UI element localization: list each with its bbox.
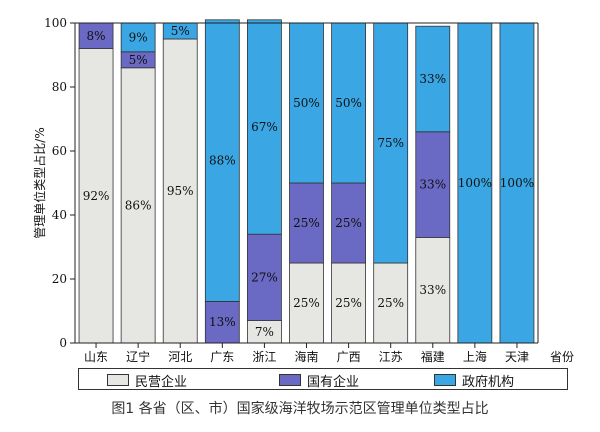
bar-segment-2-7 <box>331 182 366 264</box>
legend-item-state: 国有企业 <box>279 372 360 390</box>
stacked-bar-chart: 92% 8% 86% 5% 9% 95% 5% 13% 88% 7% 27% 67% 25% 25% 50%… <box>32 16 574 364</box>
legend-swatch-government <box>434 374 456 386</box>
bar-segment-2-1 <box>78 22 114 50</box>
y-axis-title: 管理单位类型占比/% <box>32 127 47 238</box>
x-tick-label-6: 海南 <box>294 349 318 364</box>
legend-swatch-state <box>279 374 301 386</box>
data-label-3-2: 9% <box>129 30 148 44</box>
y-tick-label-1: 0 <box>59 336 67 350</box>
bar-segment-3-5 <box>247 19 282 235</box>
bar-segment-3-7 <box>331 22 366 184</box>
data-label-3-5: 67% <box>251 120 278 134</box>
data-label-3-7: 50% <box>335 96 362 110</box>
bar-segment-3-6 <box>289 22 324 184</box>
bar-segment-3-9 <box>415 25 451 133</box>
data-label-1-7: 25% <box>335 296 362 310</box>
y-tick-label-6: 100 <box>44 16 67 30</box>
data-label-1-3: 95% <box>167 184 194 198</box>
legend-label-private: 民营企业 <box>135 374 188 390</box>
plot-area: 92% 8% 86% 5% 9% 95% 5% 13% 88% 7% 27% 67% 25% 25% 50%… <box>32 16 574 364</box>
legend-label-state: 国有企业 <box>307 374 360 390</box>
data-label-1-2: 86% <box>125 198 152 212</box>
y-tick-label-3: 40 <box>52 208 67 222</box>
data-label-1-5: 7% <box>255 325 274 339</box>
data-label-3-11: 100% <box>500 176 534 190</box>
bar-segment-3-11 <box>499 22 535 344</box>
bar-segment-3-4 <box>204 19 240 302</box>
x-tick-label-7: 广西 <box>337 350 361 364</box>
bar-segment-1-1 <box>78 48 114 344</box>
bar-segment-1-6 <box>289 262 324 344</box>
data-label-1-1: 92% <box>83 189 110 203</box>
x-axis-title: 省份 <box>550 350 574 364</box>
legend: 民营企业 国有企业 政府机构 <box>78 368 568 390</box>
data-label-2-2: 5% <box>129 53 148 67</box>
legend-label-government: 政府机构 <box>462 374 515 390</box>
data-label-3-10: 100% <box>458 176 492 190</box>
x-tick-label-9: 福建 <box>421 349 445 364</box>
data-label-1-8: 25% <box>377 296 404 310</box>
data-label-2-7: 25% <box>335 216 362 230</box>
x-tick-label-11: 天津 <box>505 350 529 364</box>
x-tick-label-2: 辽宁 <box>126 349 150 364</box>
data-label-1-6: 25% <box>293 296 320 310</box>
bar-segment-3-2 <box>120 22 156 53</box>
x-tick-label-10: 上海 <box>463 349 487 364</box>
bar-segment-1-9 <box>415 236 451 344</box>
legend-swatch-private <box>107 374 129 386</box>
x-tick-label-5: 浙江 <box>252 350 276 364</box>
y-tick-label-5: 80 <box>52 80 67 94</box>
bar-segment-3-10 <box>457 22 493 344</box>
y-tick-label-4: 60 <box>52 144 67 158</box>
y-tick-label-2: 20 <box>52 272 67 286</box>
legend-item-private: 民营企业 <box>107 372 188 390</box>
data-label-2-6: 25% <box>293 216 320 230</box>
data-label-3-8: 75% <box>377 136 404 150</box>
data-label-2-4: 13% <box>209 315 236 329</box>
data-label-1-9: 33% <box>419 283 446 297</box>
data-label-3-9: 33% <box>419 72 446 86</box>
bar-segment-2-5 <box>247 233 282 321</box>
bar-segment-3-8 <box>373 22 409 264</box>
bar-segment-2-4 <box>204 300 240 344</box>
figure-caption: 图1 各省（区、市）国家级海洋牧场示范区管理单位类型占比 <box>111 401 489 417</box>
data-label-3-3: 5% <box>171 24 190 38</box>
data-label-3-6: 50% <box>293 96 320 110</box>
x-tick-label-1: 山东 <box>84 350 108 364</box>
data-label-2-9: 33% <box>419 178 446 192</box>
bar-segment-2-9 <box>415 131 451 238</box>
x-tick-label-3: 河北 <box>168 350 192 364</box>
legend-item-government: 政府机构 <box>434 372 515 390</box>
data-label-2-5: 27% <box>251 270 278 284</box>
bar-segment-1-8 <box>373 262 409 344</box>
x-tick-label-4: 广东 <box>210 350 234 364</box>
data-label-3-4: 88% <box>209 154 236 168</box>
data-label-2-1: 8% <box>87 29 106 43</box>
x-tick-label-8: 江苏 <box>379 350 403 364</box>
